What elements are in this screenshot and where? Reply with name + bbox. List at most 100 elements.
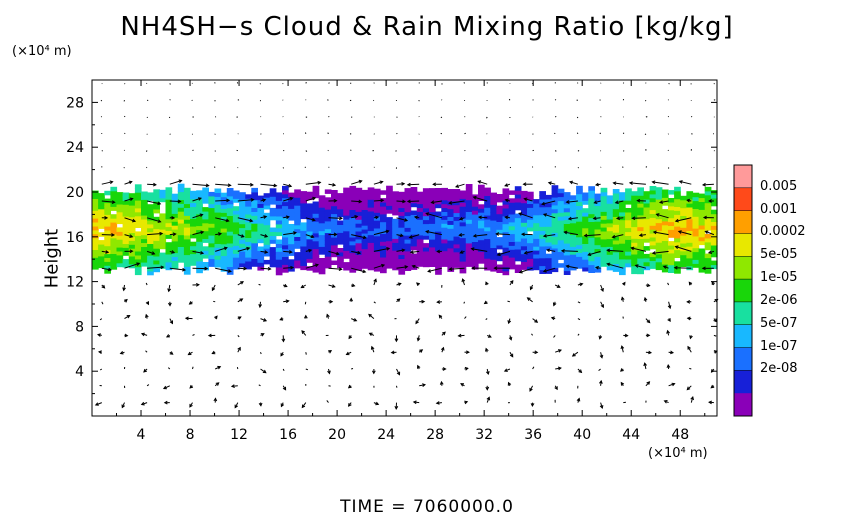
cloud-cell [612, 243, 620, 249]
cloud-cell [190, 218, 197, 223]
cloud-cell [502, 235, 510, 240]
cloud-cell [612, 189, 620, 194]
cloud-cell [484, 234, 491, 240]
cloud-cell [655, 246, 663, 251]
cloud-cell [116, 262, 124, 268]
cloud-cell [141, 262, 148, 267]
cloud-cell [484, 219, 491, 224]
cloud-cell [551, 263, 559, 269]
cloud-cell [686, 253, 694, 259]
cloud-cell [183, 191, 191, 197]
cloud-cell [520, 241, 528, 247]
cloud-cell [324, 263, 332, 269]
cloud-cell [674, 190, 681, 196]
cloud-cell [686, 226, 694, 231]
cloud-cell [147, 243, 154, 248]
cloud-cell [147, 255, 154, 260]
wind-arrow [543, 267, 556, 272]
cloud-cell [680, 223, 687, 228]
cloud-cell [337, 248, 344, 253]
wind-arrow [548, 182, 556, 185]
cloud-cell [282, 252, 289, 257]
wind-arrowhead [583, 233, 588, 238]
wind-arrowhead [332, 182, 337, 187]
cloud-cell [122, 243, 130, 248]
cloud-cell [674, 237, 681, 243]
cloud-cell [367, 254, 375, 259]
cloud-cell [190, 226, 197, 231]
wind-arrowhead [620, 381, 625, 386]
cloud-cell [527, 226, 534, 232]
cloud-cell [429, 231, 436, 236]
cloud-cell [557, 188, 565, 194]
cloud-cell [134, 266, 142, 272]
cloud-cell [134, 270, 142, 276]
cloud-cell [220, 196, 228, 202]
cloud-cell [361, 244, 369, 250]
wind-arrowhead [646, 333, 651, 338]
cloud-cell [625, 251, 632, 256]
wind-arrowhead [160, 265, 165, 270]
cloud-cell [441, 187, 448, 193]
cloud-cell [312, 248, 320, 253]
cloud-cell [153, 267, 160, 273]
wind-arrowhead [205, 183, 210, 188]
cloud-cell [294, 189, 301, 194]
cloud-cell [386, 240, 393, 246]
cloud-cell [680, 235, 687, 240]
cloud-cell [631, 210, 638, 216]
wind-arrow [99, 368, 103, 371]
cloud-cell [128, 244, 136, 249]
cloud-cell [239, 239, 246, 244]
cloud-cell [698, 260, 706, 265]
wind-arrowhead [529, 286, 534, 291]
cloud-cell [619, 235, 626, 240]
wind-arrow [237, 99, 240, 101]
wind-arrow [667, 282, 670, 286]
wind-arrow [449, 267, 465, 270]
cloud-cell [435, 246, 442, 252]
cloud-cell [619, 254, 626, 260]
cloud-cell [710, 245, 718, 250]
cloud-cell [275, 196, 283, 201]
cloud-cell [459, 221, 467, 227]
cloud-cell [141, 254, 148, 259]
cloud-cell [251, 234, 258, 240]
cloud-cell [294, 236, 301, 241]
cloud-cell [337, 224, 344, 229]
cloud-cell [159, 244, 167, 250]
cloud-cell [649, 186, 657, 191]
cloud-cell [539, 195, 546, 200]
cloud-cell [527, 246, 534, 251]
cloud-cell [177, 238, 185, 244]
cloud-cell [165, 226, 173, 231]
cloud-cell [465, 258, 473, 263]
cloud-cell [306, 266, 314, 271]
cloud-cell [692, 247, 700, 253]
cloud-cell [337, 197, 344, 202]
cloud-cell [306, 203, 314, 208]
cloud-cell [196, 221, 203, 227]
cloud-cell [704, 214, 712, 219]
wind-arrow [214, 82, 216, 84]
cloud-cell [490, 239, 497, 245]
wind-arrow [485, 318, 488, 321]
wind-arrowhead [430, 200, 435, 205]
cloud-cell [110, 233, 118, 239]
cloud-cell [502, 204, 510, 209]
wind-arrow [507, 300, 511, 303]
cloud-cell [404, 239, 412, 244]
cloud-cell [318, 218, 326, 224]
cloud-cell [251, 231, 258, 236]
cloud-cell [520, 198, 528, 204]
cloud-cell [625, 262, 632, 268]
cloud-cell [655, 195, 663, 200]
cloud-cell [594, 209, 602, 214]
cloud-cell [373, 224, 381, 229]
cloud-cell [557, 220, 565, 225]
cloud-cell [226, 266, 234, 271]
cloud-cell [208, 215, 216, 220]
cloud-cell [582, 247, 589, 252]
cloud-cell [165, 187, 173, 192]
cloud-cell [576, 217, 583, 222]
